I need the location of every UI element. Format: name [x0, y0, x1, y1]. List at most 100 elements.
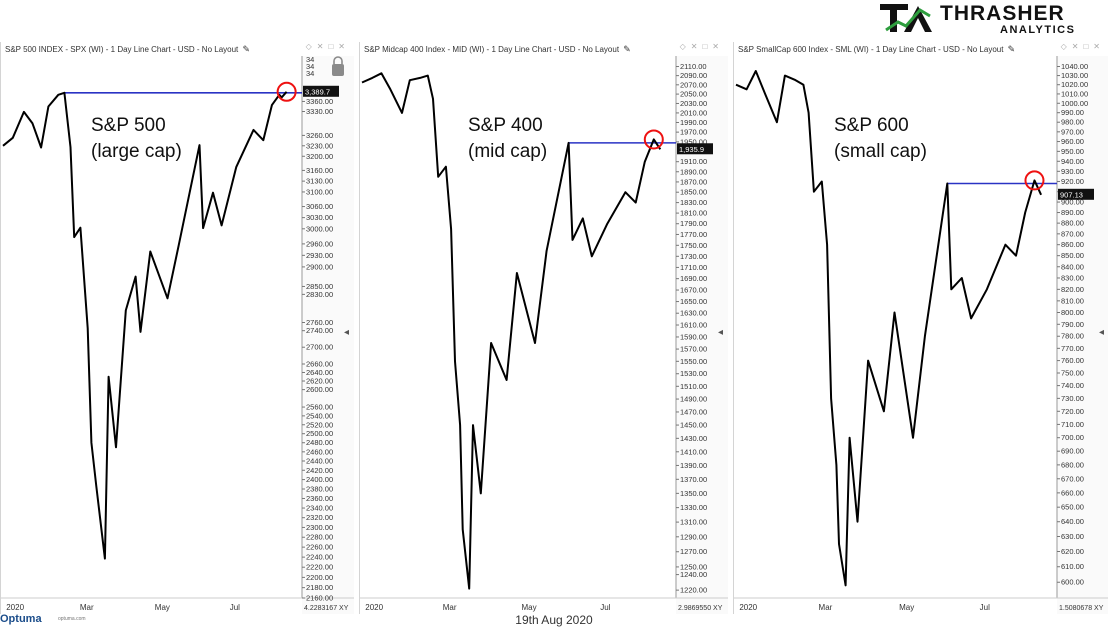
panel-window-controls[interactable]: ◇✕□✕	[305, 42, 350, 51]
y-tick-label: 720.00	[1061, 407, 1084, 416]
last-value-box	[1058, 188, 1094, 200]
y-tick-label: 2240.00	[306, 553, 333, 562]
y-tick-label: 1950.00	[680, 137, 707, 146]
y-tick-label: 620.00	[1061, 547, 1084, 556]
y-tick-label: 670.00	[1061, 474, 1084, 483]
y-tick-label: 2420.00	[306, 466, 333, 475]
chart-area[interactable]: 600.00 610.00 620.00 630.00 640.00 650.00 660.…	[734, 56, 1108, 614]
y-tick-label: 1010.00	[1061, 89, 1088, 98]
x-tick-label: May	[155, 603, 170, 612]
last-value-label: 3,389.7	[305, 87, 330, 96]
y-tick-label: 1710.00	[680, 263, 707, 272]
xy-readout: 1.5080678 XY	[1059, 605, 1104, 612]
chart-annotation: (mid cap)	[468, 141, 547, 162]
y-tick-label: 2600.00	[306, 385, 333, 394]
chart-panel-sp500[interactable]: S&P 500 INDEX - SPX (WI) - 1 Day Line Ch…	[0, 42, 354, 614]
y-tick-label: 1750.00	[680, 241, 707, 250]
chart-panel-sp600[interactable]: S&P SmallCap 600 Index - SML (WI) - 1 Da…	[733, 42, 1108, 614]
price-axis-strip	[1057, 56, 1108, 614]
y-tick-label: 1310.00	[680, 518, 707, 527]
y-tick-label: 2400.00	[306, 475, 333, 484]
scroll-arrow-icon[interactable]: ◂	[1099, 327, 1104, 338]
y-tick-label: 2110.00	[680, 62, 707, 71]
edit-pencil-icon[interactable]: ✎	[1007, 44, 1016, 54]
y-tick-label: 2930.00	[306, 251, 333, 260]
scroll-arrow-icon[interactable]: ◂	[344, 327, 349, 338]
y-tick-label: 34	[306, 62, 314, 71]
last-value-box	[303, 85, 339, 97]
y-tick-label: 1020.00	[1061, 80, 1088, 89]
y-tick-label: 880.00	[1061, 219, 1084, 228]
chart-annotation: (large cap)	[91, 141, 182, 162]
y-tick-label: 2340.00	[306, 504, 333, 513]
y-tick-label: 630.00	[1061, 532, 1084, 541]
y-tick-label: 2700.00	[306, 343, 333, 352]
y-tick-label: 640.00	[1061, 517, 1084, 526]
y-tick-label: 2280.00	[306, 533, 333, 542]
y-tick-label: 1770.00	[680, 230, 707, 239]
y-tick-label: 660.00	[1061, 488, 1084, 497]
y-tick-label: 3100.00	[306, 187, 333, 196]
xy-readout: 4.2283167 XY	[304, 605, 349, 612]
y-tick-label: 1990.00	[680, 118, 707, 127]
highlight-circle	[276, 81, 297, 102]
y-tick-label: 1250.00	[680, 562, 707, 571]
chart-annotation: (small cap)	[834, 141, 927, 162]
highlight-circle	[1024, 170, 1045, 191]
y-tick-label: 3030.00	[306, 213, 333, 222]
y-tick-label: 2010.00	[680, 108, 707, 117]
y-tick-label: 1270.00	[680, 547, 707, 556]
y-tick-label: 2180.00	[306, 583, 333, 592]
y-tick-label: 820.00	[1061, 285, 1084, 294]
x-tick-label: Mar	[819, 603, 833, 612]
y-tick-label: 2380.00	[306, 484, 333, 493]
chart-title: S&P SmallCap 600 Index - SML (WI) - 1 Da…	[738, 45, 1004, 54]
y-tick-label: 1650.00	[680, 297, 707, 306]
y-tick-label: 2850.00	[306, 282, 333, 291]
x-tick-label: Jul	[980, 603, 990, 612]
y-tick-label: 2540.00	[306, 411, 333, 420]
y-tick-label: 2460.00	[306, 447, 333, 456]
panel-window-controls[interactable]: ◇✕□✕	[679, 42, 724, 51]
last-value-label: 907.13	[1060, 190, 1083, 199]
y-tick-label: 2560.00	[306, 403, 333, 412]
price-axis-strip	[302, 56, 354, 614]
x-tick-label: May	[522, 603, 537, 612]
chart-title: S&P Midcap 400 Index - MID (WI) - 1 Day …	[364, 45, 620, 54]
chart-panel-sp400[interactable]: S&P Midcap 400 Index - MID (WI) - 1 Day …	[359, 42, 728, 614]
scroll-arrow-icon[interactable]: ◂	[718, 327, 723, 338]
edit-pencil-icon[interactable]: ✎	[623, 44, 631, 54]
edit-pencil-icon[interactable]: ✎	[242, 44, 251, 54]
y-tick-label: 900.00	[1061, 198, 1084, 207]
y-tick-label: 3230.00	[306, 141, 333, 150]
y-tick-label: 1290.00	[680, 532, 707, 541]
y-tick-label: 2480.00	[306, 438, 333, 447]
y-tick-label: 950.00	[1061, 147, 1084, 156]
y-tick-label: 700.00	[1061, 433, 1084, 442]
brand-sub: ANALYTICS	[1000, 24, 1075, 36]
x-tick-label: 2020	[365, 603, 383, 612]
chart-area[interactable]: 2160.00 2180.002200.002220.002240.002260.…	[1, 56, 354, 614]
x-tick-label: Mar	[443, 603, 457, 612]
y-tick-label: 740.00	[1061, 381, 1084, 390]
y-tick-label: 790.00	[1061, 320, 1084, 329]
thrasher-analytics-logo: THRASHER ANALYTICS	[880, 2, 1075, 36]
y-tick-label: 2760.00	[306, 318, 333, 327]
y-tick-label: 2260.00	[306, 543, 333, 552]
y-tick-label: 2360.00	[306, 494, 333, 503]
y-tick-label: 1410.00	[680, 447, 707, 456]
y-tick-label: 840.00	[1061, 262, 1084, 271]
y-tick-label: 3060.00	[306, 202, 333, 211]
y-tick-label: 1630.00	[680, 309, 707, 318]
y-tick-label: 830.00	[1061, 273, 1084, 282]
y-tick-label: 2520.00	[306, 420, 333, 429]
y-tick-label: 1470.00	[680, 407, 707, 416]
y-tick-label: 2900.00	[306, 262, 333, 271]
y-tick-label: 2960.00	[306, 239, 333, 248]
panel-window-controls[interactable]: ◇✕□✕	[1060, 42, 1105, 51]
y-tick-label: 3260.00	[306, 131, 333, 140]
y-tick-label: 2090.00	[680, 71, 707, 80]
y-tick-label: 970.00	[1061, 127, 1084, 136]
y-tick-label: 940.00	[1061, 157, 1084, 166]
